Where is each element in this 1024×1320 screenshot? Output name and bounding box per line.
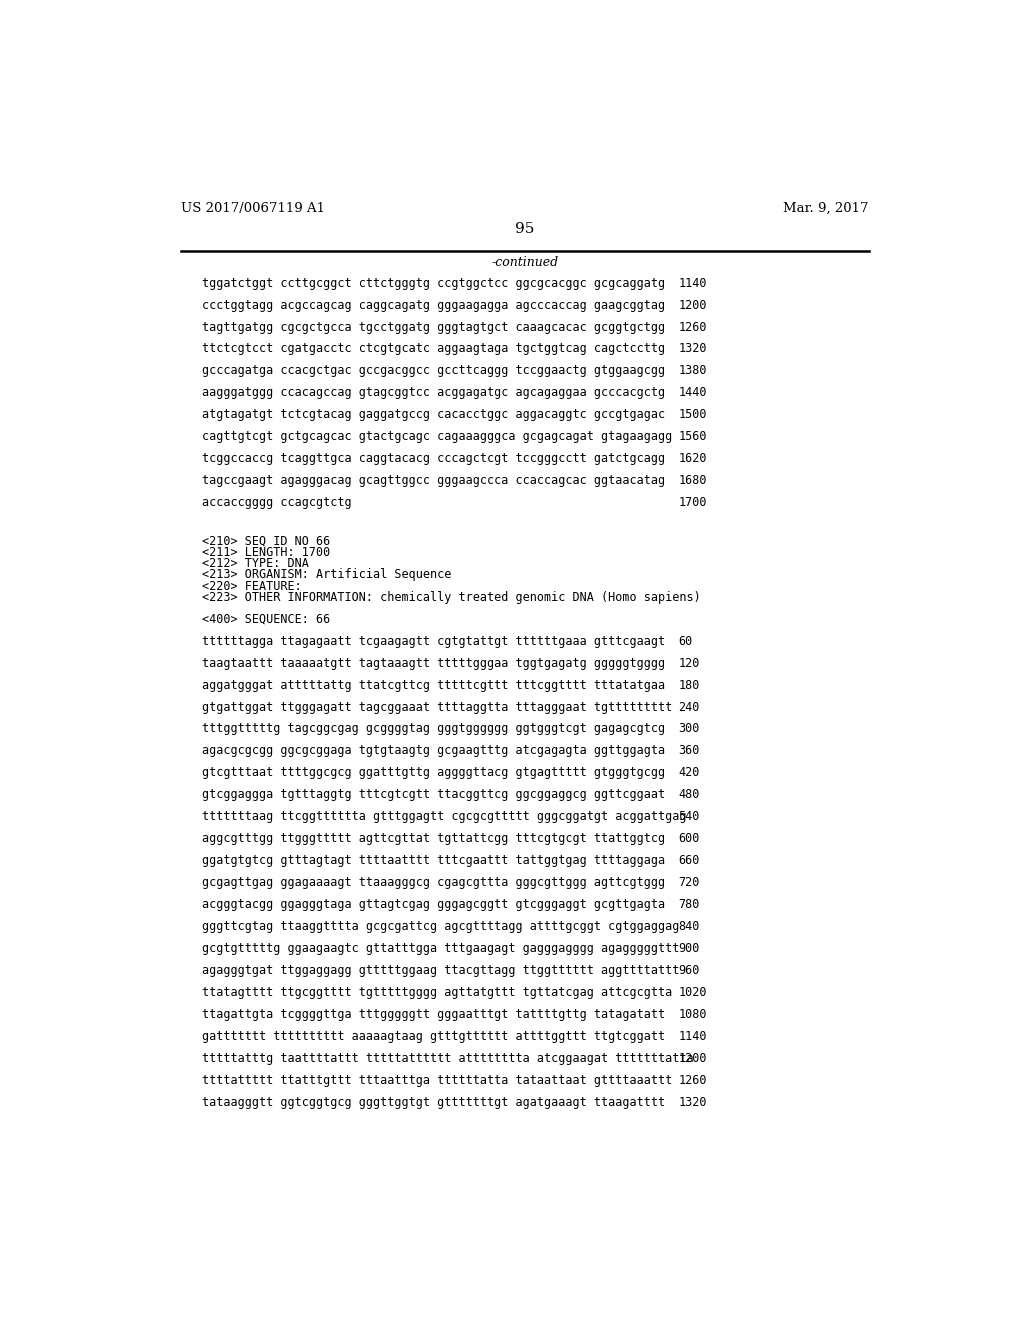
Text: 1320: 1320 xyxy=(678,342,707,355)
Text: US 2017/0067119 A1: US 2017/0067119 A1 xyxy=(180,202,325,215)
Text: <223> OTHER INFORMATION: chemically treated genomic DNA (Homo sapiens): <223> OTHER INFORMATION: chemically trea… xyxy=(202,591,700,603)
Text: aagggatggg ccacagccag gtagcggtcc acggagatgc agcagaggaa gcccacgctg: aagggatggg ccacagccag gtagcggtcc acggaga… xyxy=(202,387,665,400)
Text: agagggtgat ttggaggagg gtttttggaag ttacgttagg ttggtttttt aggttttattt: agagggtgat ttggaggagg gtttttggaag ttacgt… xyxy=(202,964,679,977)
Text: 420: 420 xyxy=(678,767,699,779)
Text: 1560: 1560 xyxy=(678,430,707,444)
Text: 1440: 1440 xyxy=(678,387,707,400)
Text: tagccgaagt agagggacag gcagttggcc gggaagccca ccaccagcac ggtaacatag: tagccgaagt agagggacag gcagttggcc gggaagc… xyxy=(202,474,665,487)
Text: ttttattttt ttatttgttt tttaatttga ttttttatta tataattaat gttttaaattt: ttttattttt ttatttgttt tttaatttga tttttta… xyxy=(202,1073,672,1086)
Text: 780: 780 xyxy=(678,898,699,911)
Text: 600: 600 xyxy=(678,832,699,845)
Text: 1320: 1320 xyxy=(678,1096,707,1109)
Text: gtgattggat ttgggagatt tagcggaaat ttttaggtta tttagggaat tgttttttttt: gtgattggat ttgggagatt tagcggaaat ttttagg… xyxy=(202,701,672,714)
Text: tttttatttg taattttattt tttttatttttt atttttttta atcggaagat tttttttatta: tttttatttg taattttattt tttttatttttt attt… xyxy=(202,1052,693,1065)
Text: aggatgggat atttttattg ttatcgttcg tttttcgttt tttcggtttt tttatatgaa: aggatgggat atttttattg ttatcgttcg tttttcg… xyxy=(202,678,665,692)
Text: ccctggtagg acgccagcag caggcagatg gggaagagga agcccaccag gaagcggtag: ccctggtagg acgccagcag caggcagatg gggaaga… xyxy=(202,298,665,312)
Text: gggttcgtag ttaaggtttta gcgcgattcg agcgttttagg attttgcggt cgtggaggag: gggttcgtag ttaaggtttta gcgcgattcg agcgtt… xyxy=(202,920,679,933)
Text: 660: 660 xyxy=(678,854,699,867)
Text: gcgtgtttttg ggaagaagtc gttatttgga tttgaagagt gagggagggg agagggggttt: gcgtgtttttg ggaagaagtc gttatttgga tttgaa… xyxy=(202,942,679,954)
Text: ttctcgtcct cgatgacctc ctcgtgcatc aggaagtaga tgctggtcag cagctccttg: ttctcgtcct cgatgacctc ctcgtgcatc aggaagt… xyxy=(202,342,665,355)
Text: tagttgatgg cgcgctgcca tgcctggatg gggtagtgct caaagcacac gcggtgctgg: tagttgatgg cgcgctgcca tgcctggatg gggtagt… xyxy=(202,321,665,334)
Text: 60: 60 xyxy=(678,635,692,648)
Text: Mar. 9, 2017: Mar. 9, 2017 xyxy=(783,202,869,215)
Text: 1620: 1620 xyxy=(678,453,707,465)
Text: 720: 720 xyxy=(678,876,699,890)
Text: <211> LENGTH: 1700: <211> LENGTH: 1700 xyxy=(202,546,330,560)
Text: 540: 540 xyxy=(678,810,699,824)
Text: 1140: 1140 xyxy=(678,277,707,289)
Text: 300: 300 xyxy=(678,722,699,735)
Text: 1080: 1080 xyxy=(678,1007,707,1020)
Text: tcggccaccg tcaggttgca caggtacacg cccagctcgt tccgggcctt gatctgcagg: tcggccaccg tcaggttgca caggtacacg cccagct… xyxy=(202,453,665,465)
Text: 1200: 1200 xyxy=(678,298,707,312)
Text: 960: 960 xyxy=(678,964,699,977)
Text: 240: 240 xyxy=(678,701,699,714)
Text: <213> ORGANISM: Artificial Sequence: <213> ORGANISM: Artificial Sequence xyxy=(202,569,451,582)
Text: ggatgtgtcg gtttagtagt ttttaatttt tttcgaattt tattggtgag ttttaggaga: ggatgtgtcg gtttagtagt ttttaatttt tttcgaa… xyxy=(202,854,665,867)
Text: gtcgtttaat ttttggcgcg ggatttgttg aggggttacg gtgagttttt gtgggtgcgg: gtcgtttaat ttttggcgcg ggatttgttg aggggtt… xyxy=(202,767,665,779)
Text: 1200: 1200 xyxy=(678,1052,707,1065)
Text: 1260: 1260 xyxy=(678,321,707,334)
Text: 900: 900 xyxy=(678,942,699,954)
Text: gcgagttgag ggagaaaagt ttaaagggcg cgagcgttta gggcgttggg agttcgtggg: gcgagttgag ggagaaaagt ttaaagggcg cgagcgt… xyxy=(202,876,665,890)
Text: gcccagatga ccacgctgac gccgacggcc gccttcaggg tccggaactg gtggaagcgg: gcccagatga ccacgctgac gccgacggcc gccttca… xyxy=(202,364,665,378)
Text: 95: 95 xyxy=(515,222,535,236)
Text: ttttttagga ttagagaatt tcgaagagtt cgtgtattgt ttttttgaaa gtttcgaagt: ttttttagga ttagagaatt tcgaagagtt cgtgtat… xyxy=(202,635,665,648)
Text: atgtagatgt tctcgtacag gaggatgccg cacacctggc aggacaggtc gccgtgagac: atgtagatgt tctcgtacag gaggatgccg cacacct… xyxy=(202,408,665,421)
Text: 1020: 1020 xyxy=(678,986,707,999)
Text: 840: 840 xyxy=(678,920,699,933)
Text: 480: 480 xyxy=(678,788,699,801)
Text: agacgcgcgg ggcgcggaga tgtgtaagtg gcgaagtttg atcgagagta ggttggagta: agacgcgcgg ggcgcggaga tgtgtaagtg gcgaagt… xyxy=(202,744,665,758)
Text: 120: 120 xyxy=(678,656,699,669)
Text: 360: 360 xyxy=(678,744,699,758)
Text: 1500: 1500 xyxy=(678,408,707,421)
Text: 1380: 1380 xyxy=(678,364,707,378)
Text: ttatagtttt ttgcggtttt tgtttttgggg agttatgttt tgttatcgag attcgcgtta: ttatagtttt ttgcggtttt tgtttttgggg agttat… xyxy=(202,986,672,999)
Text: <210> SEQ ID NO 66: <210> SEQ ID NO 66 xyxy=(202,535,330,548)
Text: aggcgtttgg ttgggttttt agttcgttat tgttattcgg tttcgtgcgt ttattggtcg: aggcgtttgg ttgggttttt agttcgttat tgttatt… xyxy=(202,832,665,845)
Text: gattttttt tttttttttt aaaaagtaag gtttgtttttt attttggttt ttgtcggatt: gattttttt tttttttttt aaaaagtaag gtttgttt… xyxy=(202,1030,665,1043)
Text: 180: 180 xyxy=(678,678,699,692)
Text: acgggtacgg ggagggtaga gttagtcgag gggagcggtt gtcgggaggt gcgttgagta: acgggtacgg ggagggtaga gttagtcgag gggagcg… xyxy=(202,898,665,911)
Text: tttggtttttg tagcggcgag gcggggtag gggtgggggg ggtgggtcgt gagagcgtcg: tttggtttttg tagcggcgag gcggggtag gggtggg… xyxy=(202,722,665,735)
Text: taagtaattt taaaaatgtt tagtaaagtt tttttgggaa tggtgagatg gggggtgggg: taagtaattt taaaaatgtt tagtaaagtt tttttgg… xyxy=(202,656,665,669)
Text: 1700: 1700 xyxy=(678,496,707,510)
Text: 1260: 1260 xyxy=(678,1073,707,1086)
Text: <400> SEQUENCE: 66: <400> SEQUENCE: 66 xyxy=(202,612,330,626)
Text: -continued: -continued xyxy=(492,256,558,269)
Text: ttagattgta tcggggttga tttgggggtt gggaatttgt tattttgttg tatagatatt: ttagattgta tcggggttga tttgggggtt gggaatt… xyxy=(202,1007,665,1020)
Text: tggatctggt ccttgcggct cttctgggtg ccgtggctcc ggcgcacggc gcgcaggatg: tggatctggt ccttgcggct cttctgggtg ccgtggc… xyxy=(202,277,665,289)
Text: gtcggaggga tgtttaggtg tttcgtcgtt ttacggttcg ggcggaggcg ggttcggaat: gtcggaggga tgtttaggtg tttcgtcgtt ttacggt… xyxy=(202,788,665,801)
Text: accaccgggg ccagcgtctg: accaccgggg ccagcgtctg xyxy=(202,496,351,510)
Text: 1680: 1680 xyxy=(678,474,707,487)
Text: <212> TYPE: DNA: <212> TYPE: DNA xyxy=(202,557,308,570)
Text: tttttttaag ttcggtttttta gtttggagtt cgcgcgttttt gggcggatgt acggattgag: tttttttaag ttcggtttttta gtttggagtt cgcgc… xyxy=(202,810,686,824)
Text: <220> FEATURE:: <220> FEATURE: xyxy=(202,579,301,593)
Text: 1140: 1140 xyxy=(678,1030,707,1043)
Text: cagttgtcgt gctgcagcac gtactgcagc cagaaagggca gcgagcagat gtagaagagg: cagttgtcgt gctgcagcac gtactgcagc cagaaag… xyxy=(202,430,672,444)
Text: tataagggtt ggtcggtgcg gggttggtgt gtttttttgt agatgaaagt ttaagatttt: tataagggtt ggtcggtgcg gggttggtgt gtttttt… xyxy=(202,1096,665,1109)
